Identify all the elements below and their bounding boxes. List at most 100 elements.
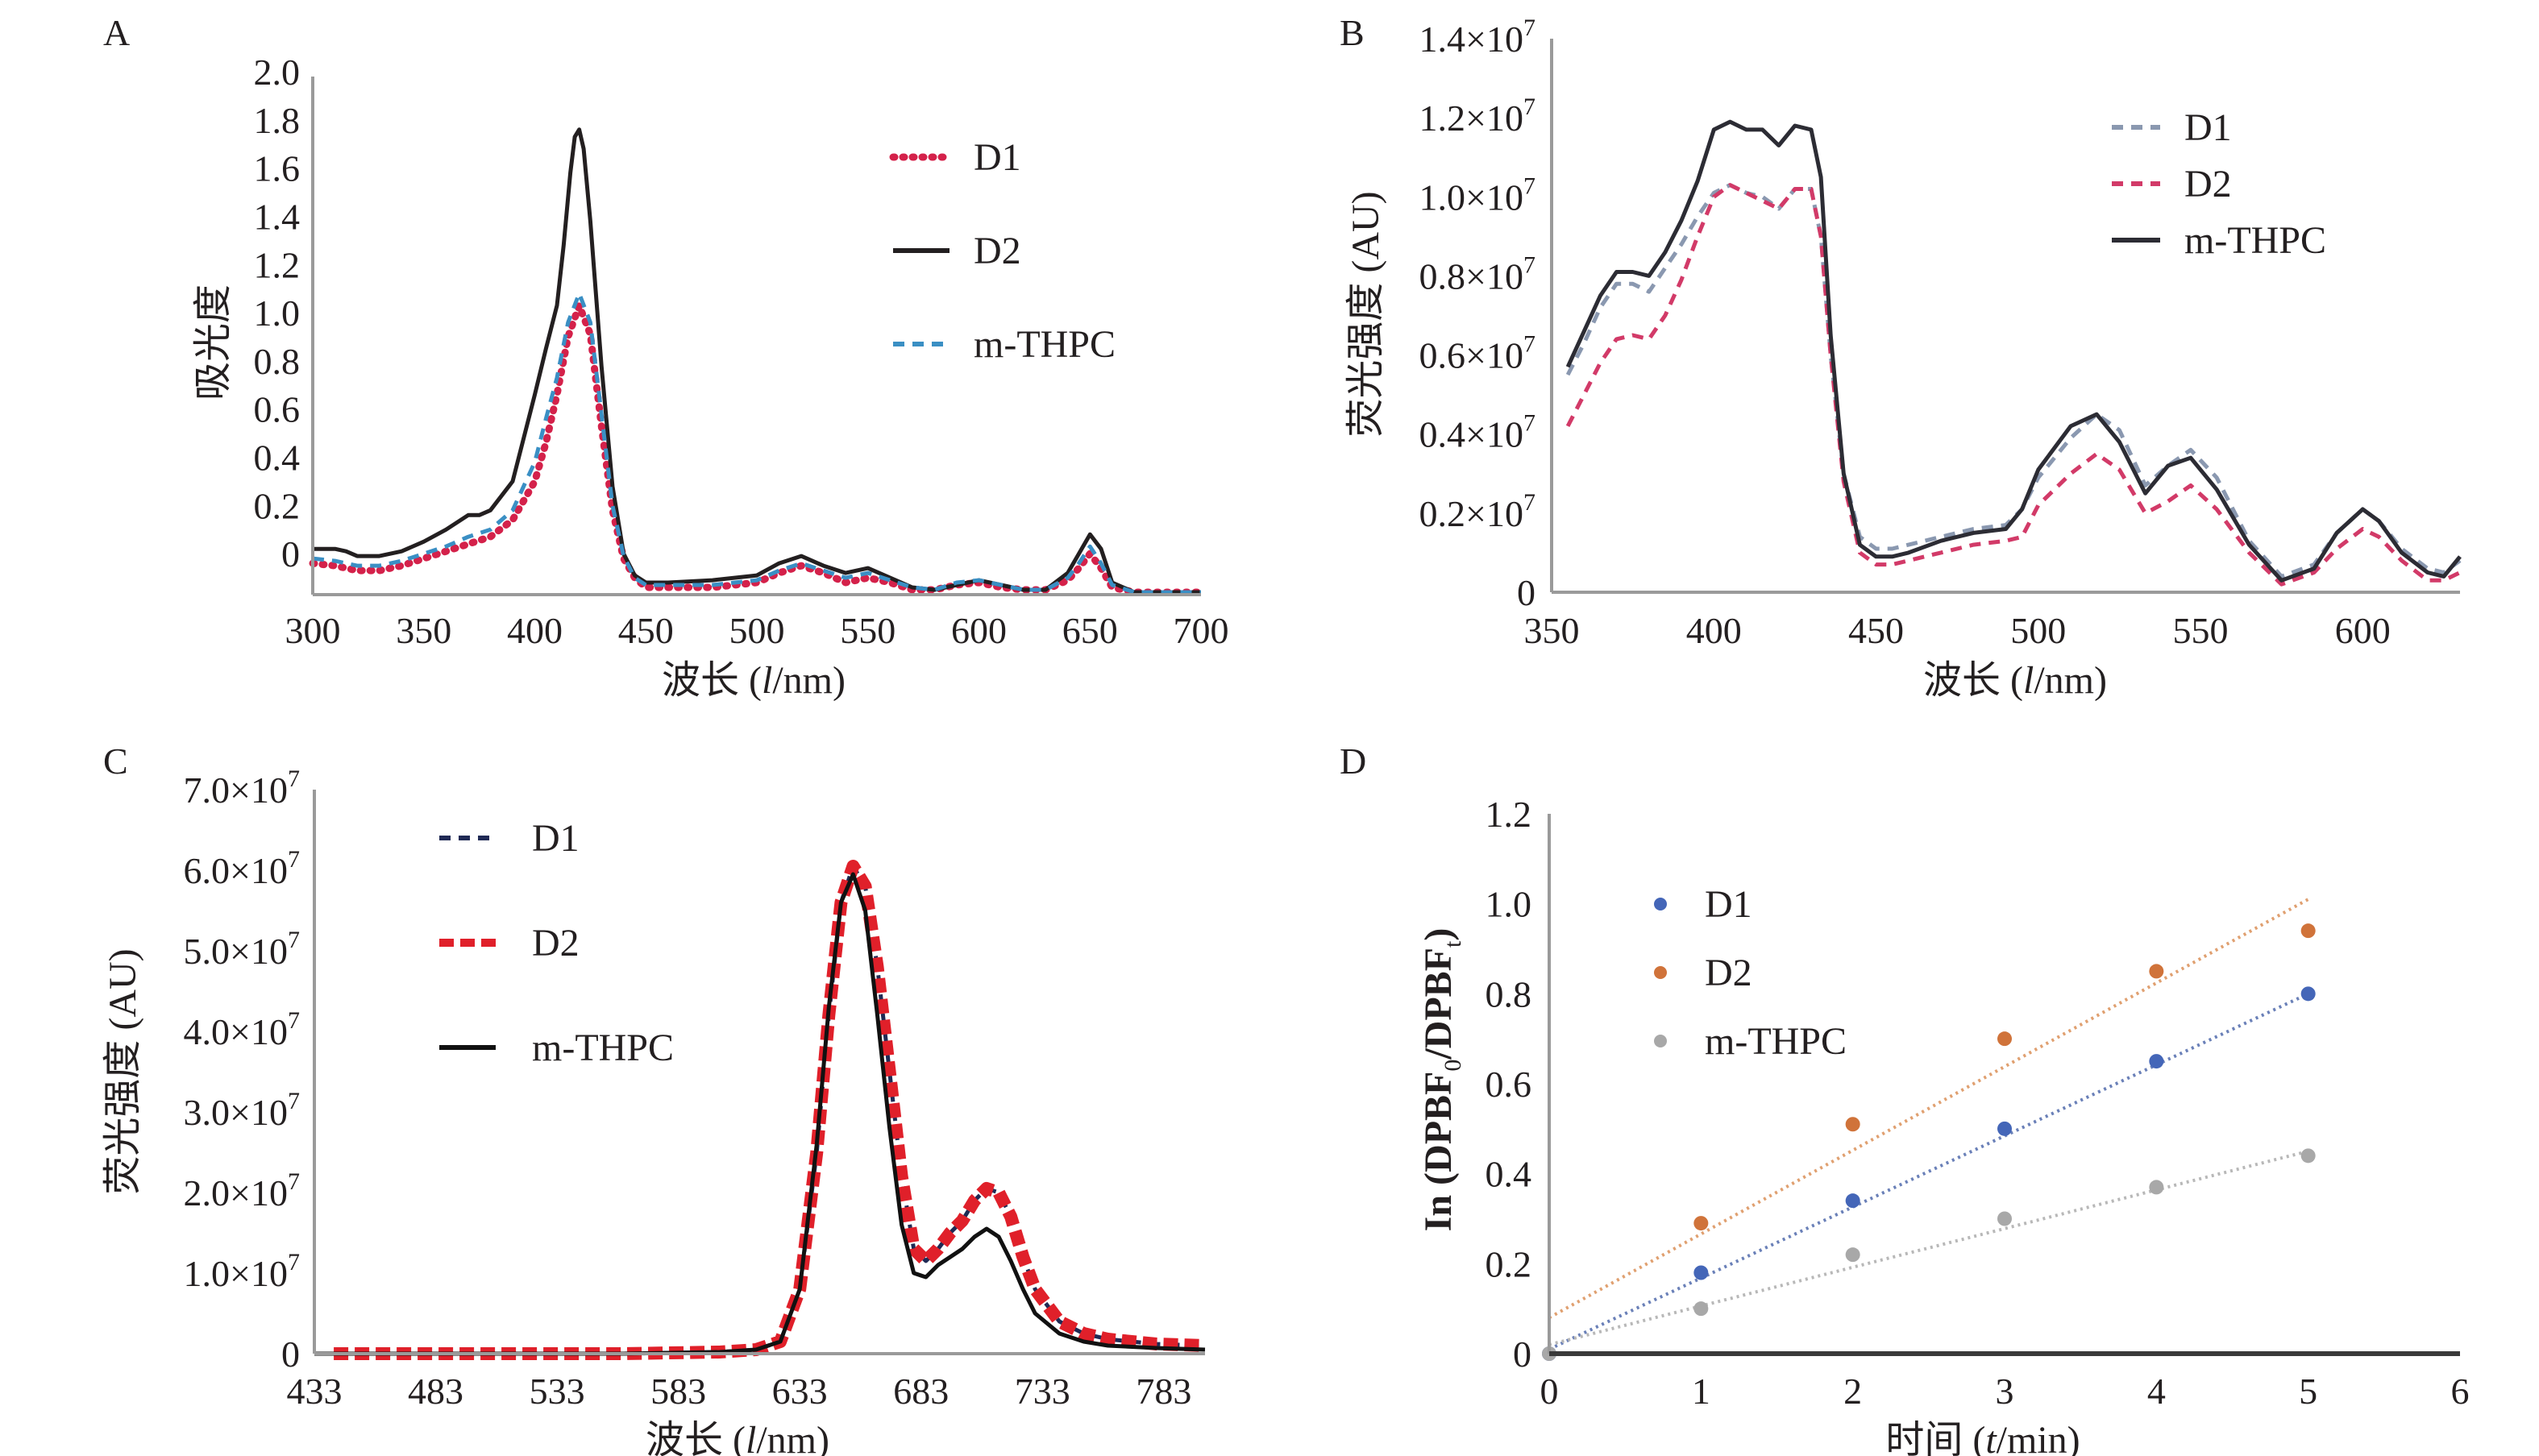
y-axis-title-b: 荧光强度 (AU): [1344, 191, 1387, 437]
x-tick-label: 4: [2147, 1371, 2166, 1412]
panel-label-b: B: [1340, 12, 1365, 53]
y-tick-label: 1.2: [1486, 794, 1532, 835]
x-tick-label: 1: [1692, 1371, 1710, 1412]
legend-b: D1 D2 m-THPC: [2112, 106, 2326, 262]
y-ticks-d: 0 0.2 0.4 0.6 0.8 1.0 1.2: [1486, 794, 1532, 1375]
panel-label-a: A: [103, 12, 130, 53]
x-axis-title-b: 波长 (l/nm): [1923, 659, 2107, 702]
x-tick-label: 533: [530, 1371, 585, 1412]
data-point-m-thpc: [1845, 1247, 1860, 1263]
x-tick-label: 400: [1686, 610, 1742, 651]
y-tick-label: 1.0×107: [184, 1249, 300, 1294]
panel-label-d: D: [1340, 740, 1366, 782]
legend-marker-d2: [1654, 966, 1667, 979]
x-tick-label: 350: [396, 610, 451, 651]
trendline-d2: [1548, 898, 2309, 1320]
y-tick-label: 6.0×107: [184, 846, 300, 891]
x-tick-label: 3: [1996, 1371, 2014, 1412]
y-tick-label: 0.4×107: [1419, 410, 1535, 455]
y-tick-label: 2.0×107: [184, 1168, 300, 1213]
data-point-m-thpc: [2149, 1180, 2164, 1195]
legend-label-d1: D1: [532, 817, 580, 860]
y-ticks-a: 0 0.2 0.4 0.6 0.8 1.0 1.2 1.4 1.6 1.8 2.0: [254, 52, 301, 575]
x-tick-label: 0: [1540, 1371, 1559, 1412]
legend-marker-m-thpc: [1654, 1035, 1667, 1047]
legend-label-d2: D2: [1705, 952, 1752, 994]
data-point-m-thpc: [1997, 1211, 2012, 1226]
y-tick-label: 0.6: [1486, 1064, 1532, 1105]
series-a: [309, 127, 1205, 596]
y-tick-label: 0: [1513, 1334, 1531, 1375]
legend-label-d2: D2: [532, 922, 580, 964]
series-line-d2: [1565, 183, 2462, 587]
data-point-d2: [1845, 1117, 1860, 1132]
data-point-m-thpc: [2300, 1148, 2316, 1164]
series-line-m-thpc: [1565, 119, 2462, 583]
x-tick-label: 583: [650, 1371, 706, 1412]
x-ticks-d: 0 1 2 3 4 5 6: [1540, 1371, 2470, 1412]
legend-label-d1: D1: [1705, 883, 1752, 926]
x-tick-label: 550: [840, 610, 896, 651]
legend-label-m-thpc: m-THPC: [1705, 1020, 1847, 1063]
y-tick-label: 0.8×107: [1419, 251, 1535, 297]
y-tick-label: 1.4: [254, 196, 301, 237]
x-tick-label: 483: [408, 1371, 463, 1412]
legend-label-m-thpc: m-THPC: [532, 1027, 674, 1069]
y-tick-label: 4.0×107: [184, 1007, 300, 1052]
x-axis-title-d: 时间 (t/min): [1885, 1419, 2080, 1456]
y-tick-label: 0: [1517, 572, 1535, 613]
x-tick-label: 350: [1524, 610, 1580, 651]
series-line-m-thpc: [314, 872, 1206, 1356]
x-tick-label: 300: [285, 610, 341, 651]
y-tick-label: 1.0: [1486, 884, 1532, 925]
series-c: [314, 860, 1206, 1360]
panel-a: A 0 0.2 0.4 0.6 0.8 1.0 1.2 1.4 1.6 1.8 2.0 300 350…: [103, 12, 1229, 702]
data-point-m-thpc: [1693, 1301, 1709, 1317]
y-ticks-c: 0 1.0×107 2.0×107 3.0×107 4.0×107 5.0×107 6.0×…: [184, 765, 300, 1375]
panel-d: D 0 0.2 0.4 0.6 0.8 1.0 1.2 0 1 2 3 4 5 6 时间 (t/min)…: [1340, 740, 2470, 1456]
trendline-d1: [1548, 992, 2309, 1351]
series-line-d2: [313, 127, 1201, 595]
series-line-d1: [1565, 183, 2462, 579]
series-line-d1: [309, 301, 1205, 596]
y-tick-label: 0: [281, 533, 300, 575]
y-tick-label: 2.0: [254, 52, 301, 93]
legend-label-d2: D2: [2184, 163, 2232, 205]
y-axis-title-a: 吸光度: [192, 284, 235, 400]
y-tick-label: 0: [281, 1334, 300, 1375]
x-tick-label: 400: [507, 610, 563, 651]
y-tick-label: 1.0×107: [1419, 172, 1535, 218]
legend-label-m-thpc: m-THPC: [974, 323, 1116, 366]
x-ticks-c: 433 483 533 583 633 683 733 783: [287, 1371, 1192, 1412]
x-axis-title-c: 波长 (l/nm): [646, 1419, 829, 1456]
x-axis-title-a: 波长 (l/nm): [662, 659, 846, 702]
y-tick-label: 0.6: [254, 389, 301, 430]
x-tick-label: 700: [1174, 610, 1229, 651]
y-tick-label: 1.2×107: [1419, 93, 1535, 139]
data-point-d2: [2300, 923, 2316, 939]
legend-label-d1: D1: [2184, 106, 2232, 149]
y-tick-label: 0.4: [254, 438, 301, 479]
x-tick-label: 783: [1136, 1371, 1191, 1412]
x-tick-label: 500: [2010, 610, 2066, 651]
legend-a: D1 D2 m-THPC: [889, 136, 1116, 366]
x-tick-label: 433: [287, 1371, 343, 1412]
y-tick-label: 0.2: [254, 485, 301, 526]
x-ticks-b: 350 400 450 500 550 600: [1524, 610, 2391, 651]
data-point-d1: [2149, 1054, 2164, 1069]
panel-b: B 0 0.2×107 0.4×107 0.6×107 0.8×107 1.0×107 1.…: [1340, 12, 2462, 702]
legend-marker-d1: [1654, 898, 1667, 911]
x-tick-label: 450: [618, 610, 674, 651]
series-line-m-thpc: [312, 291, 1201, 595]
y-tick-label: 1.8: [254, 100, 301, 141]
y-tick-label: 5.0×107: [184, 927, 300, 972]
trendline-m-thpc: [1548, 1149, 2309, 1346]
x-tick-label: 450: [1848, 610, 1904, 651]
y-tick-label: 1.6: [254, 148, 301, 189]
y-axis-title-d: In (DPBF0/DPBFt): [1417, 928, 1466, 1232]
y-tick-label: 0.8: [254, 341, 301, 382]
x-tick-label: 6: [2451, 1371, 2470, 1412]
x-tick-label: 633: [772, 1371, 828, 1412]
y-tick-label: 0.6×107: [1419, 331, 1535, 376]
